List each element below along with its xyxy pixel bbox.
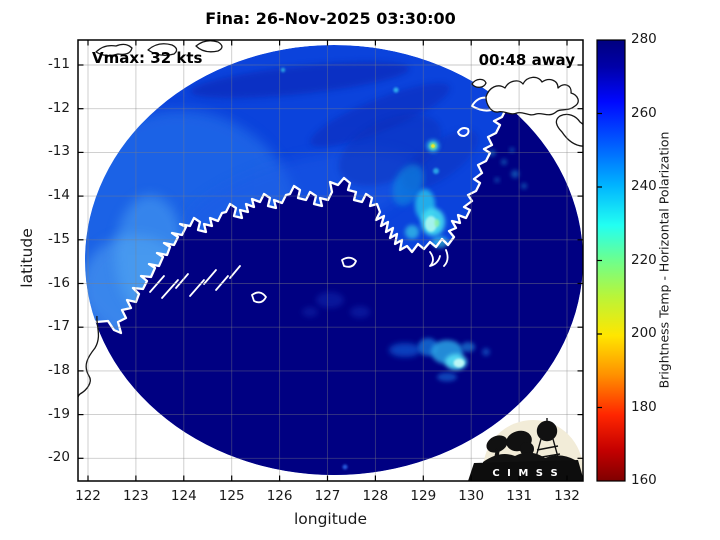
colorbar-tick-label: 220 [631,251,657,268]
x-tick-label: 132 [554,488,580,504]
colorbar-tick-label: 200 [631,325,657,341]
axis-ticks [78,40,583,481]
colorbar-ticks [597,112,602,409]
plot-border [77,39,584,482]
cimss-logo: C I M S S [468,418,583,481]
vmax-annotation: Vmax: 32 kts [92,49,203,67]
x-tick-label: 131 [506,488,532,504]
colorbar-tick-label: 260 [631,104,657,121]
ria-inlets [149,249,449,299]
plot-title: Fina: 26-Nov-2025 03:30:00 [205,9,456,28]
colorbar-tick-label: 240 [631,178,657,194]
y-tick-label: -14 [47,187,70,204]
x-tick-label: 127 [314,488,341,504]
colorbar-tick-label: 280 [631,31,657,47]
x-tick-label: 123 [123,488,149,504]
y-tick-label: -17 [47,318,70,335]
colorbar-tick-label: 180 [631,398,657,415]
logo-banner [468,460,583,481]
x-tick-label: 126 [266,488,293,504]
colorbar-tick-label: 160 [631,472,657,488]
y-tick-label: -19 [47,405,70,422]
y-tick-label: -18 [47,361,70,378]
colorbar [596,39,626,482]
plot-area: C I M S S [78,40,583,481]
coastline [85,88,539,335]
convective-cell [427,140,439,174]
logo-text: C I M S S [492,468,559,479]
satellite-dishes-icon [486,430,534,460]
eta-annotation: 00:48 away [478,51,575,69]
y-tick-label: -15 [47,230,70,247]
x-tick-label: 129 [410,488,437,504]
topleft-islets [95,40,223,57]
x-tick-label: 124 [170,488,197,504]
x-tick-label: 125 [218,488,245,504]
y-tick-label: -20 [47,449,70,466]
y-tick-label: -13 [47,143,70,160]
bay-islands [251,256,357,304]
southwest-coast-line [78,315,100,399]
outside-coastlines [78,40,583,399]
x-tick-label: 128 [362,488,389,504]
y-tick-label: -12 [47,99,70,116]
swath [85,45,583,475]
faint-navy-smudges [302,292,370,318]
y-tick-label: -11 [47,56,70,72]
convective-band [342,338,490,470]
x-tick-label: 122 [75,488,101,504]
y-tick-label: -16 [47,274,70,291]
x-tick-label: 130 [458,488,485,504]
x-axis-label: longitude [293,510,368,528]
scattered-showers [488,147,527,189]
timor-outline [471,76,583,147]
